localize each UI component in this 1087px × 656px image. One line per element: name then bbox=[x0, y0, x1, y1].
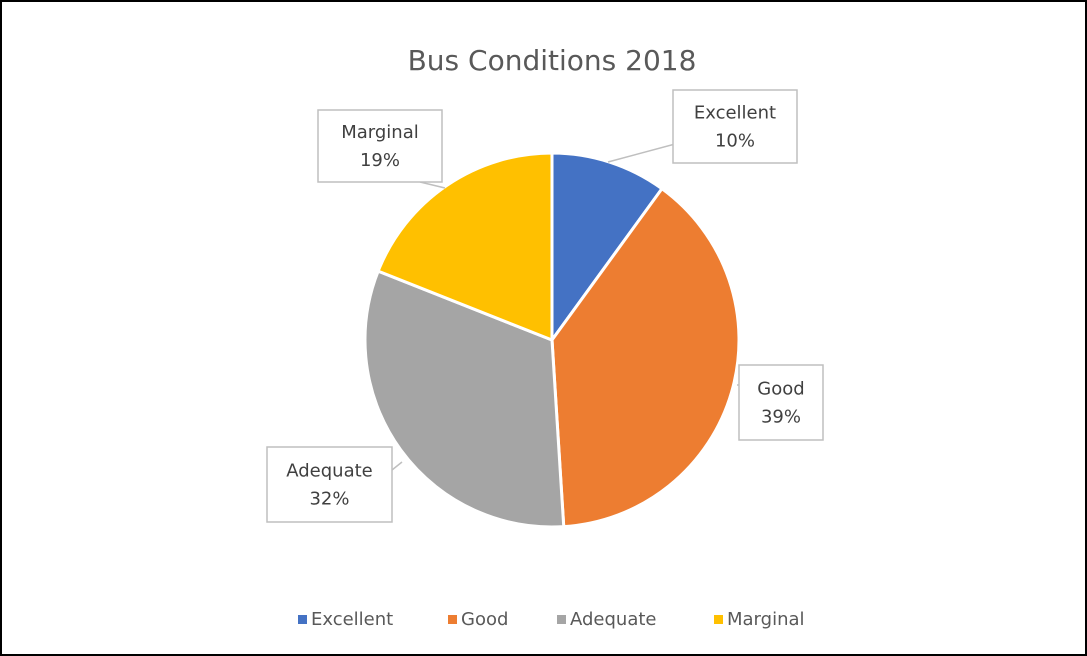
callout-box bbox=[672, 89, 798, 164]
data-callout: Adequate 32% bbox=[266, 446, 403, 523]
legend-label: Excellent bbox=[311, 609, 393, 630]
data-callout: Excellent 10% bbox=[607, 89, 798, 164]
legend-label: Adequate bbox=[570, 609, 657, 630]
callout-category: Excellent bbox=[694, 103, 776, 124]
legend-label: Marginal bbox=[727, 609, 805, 630]
pie-slice bbox=[376, 151, 554, 343]
data-label: 32% bbox=[309, 489, 349, 510]
leader-line bbox=[419, 181, 446, 189]
leader-line bbox=[391, 461, 403, 471]
legend-swatch bbox=[448, 615, 457, 624]
data-label: 19% bbox=[360, 150, 400, 171]
callout-box bbox=[266, 446, 393, 523]
callout-box bbox=[317, 109, 443, 183]
legend-swatch bbox=[298, 615, 307, 624]
data-callout: Good 39% bbox=[737, 364, 824, 441]
data-label: 10% bbox=[715, 131, 755, 152]
data-label: 39% bbox=[761, 407, 801, 428]
callout-category: Marginal bbox=[341, 122, 419, 143]
callout-box bbox=[738, 364, 824, 441]
data-callout: Marginal 19% bbox=[317, 109, 446, 189]
legend: Excellent Good Adequate Marginal bbox=[298, 609, 805, 630]
chart-title: Bus Conditions 2018 bbox=[408, 44, 697, 77]
callout-category: Good bbox=[757, 379, 804, 400]
pie-slice bbox=[363, 269, 566, 529]
legend-label: Good bbox=[461, 609, 508, 630]
legend-swatch bbox=[714, 615, 723, 624]
callout-category: Adequate bbox=[286, 461, 373, 482]
legend-swatch bbox=[557, 615, 566, 624]
pie-slice bbox=[550, 186, 741, 529]
